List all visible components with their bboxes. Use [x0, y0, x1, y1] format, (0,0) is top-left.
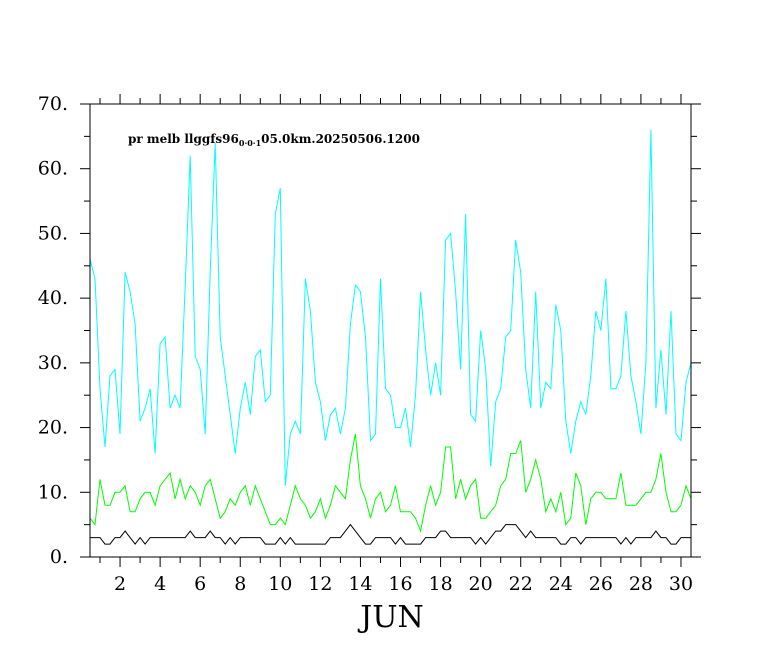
series-line-1 [89, 129, 692, 486]
x-tick-label: 4 [154, 573, 166, 595]
x-tick-label: 24 [549, 573, 573, 595]
x-tick-label: 18 [428, 573, 452, 595]
axis-layer: 0.10.20.30.40.50.60.70.2 4 6 8 10 12 14 16 18 20 2… [38, 93, 701, 595]
series-layer [89, 129, 692, 545]
x-tick-label: 16 [388, 573, 412, 595]
chart-title-subscript: 0·0·1 [239, 138, 261, 148]
x-tick-label: 30 [669, 573, 693, 595]
x-axis-title: JUN [357, 600, 424, 635]
y-tick-label: 20. [38, 417, 68, 439]
x-tick-label: 6 [194, 573, 206, 595]
y-tick-label: 10. [38, 481, 68, 503]
y-tick-label: 60. [38, 158, 68, 180]
y-tick-label: 50. [38, 222, 68, 244]
chart-title-prefix: pr melb llggfs96 [128, 132, 239, 146]
x-tick-label: 20 [469, 573, 493, 595]
series-line-3 [90, 523, 691, 545]
chart-title: pr melb llggfs960·0·105.0km.20250506.120… [128, 132, 420, 148]
x-tick-label: 8 [234, 573, 246, 595]
x-tick-label: 26 [589, 573, 613, 595]
x-tick-label: 2 [114, 573, 126, 595]
y-tick-label: 40. [38, 287, 68, 309]
series-line-2 [89, 433, 692, 533]
x-tick-label: 12 [308, 573, 332, 595]
y-tick-label: 0. [50, 546, 68, 568]
x-tick-label: 22 [509, 573, 533, 595]
y-tick-label: 70. [38, 93, 68, 115]
chart-title-suffix: 05.0km.20250506.1200 [261, 132, 420, 146]
y-tick-label: 30. [38, 352, 68, 374]
x-tick-label: 28 [629, 573, 653, 595]
x-tick-label: 14 [348, 573, 372, 595]
x-tick-label: 10 [268, 573, 292, 595]
